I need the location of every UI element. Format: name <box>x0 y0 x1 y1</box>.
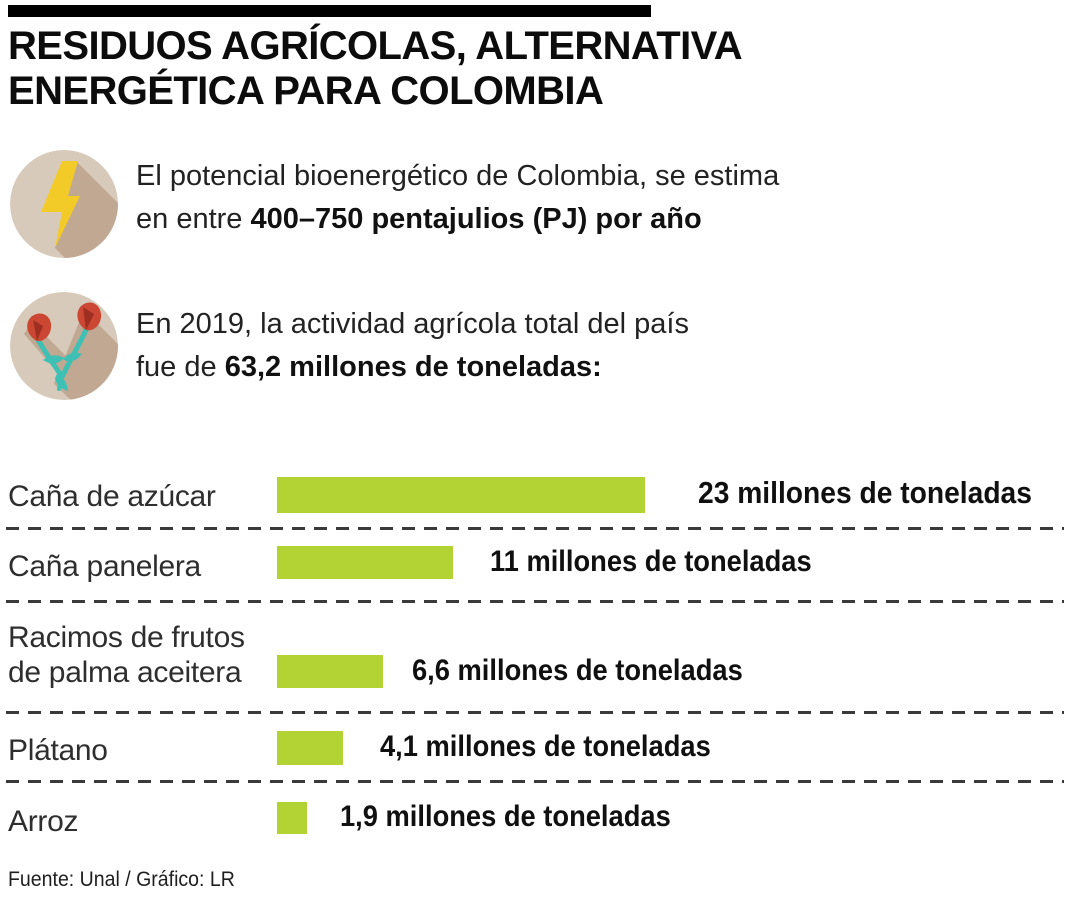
row-label-line: Caña panelera <box>8 550 201 583</box>
value-palma-aceitera: 6,6 millones de toneladas <box>412 654 743 687</box>
page-title-line2: ENERGÉTICA PARA COLOMBIA <box>8 69 604 113</box>
fact-agriculture-line2-regular: fue de <box>136 351 225 383</box>
row-label-arroz: Arroz <box>8 804 78 839</box>
row-label-cana-de-azucar: Caña de azúcar <box>8 479 216 514</box>
row-label-line: Arroz <box>8 805 79 838</box>
source-credit: Fuente: Unal / Gráfico: LR <box>8 868 235 891</box>
value-arroz: 1,9 millones de toneladas <box>340 800 671 833</box>
fact-bioenergy-line1: El potencial bioenergético de Colombia, … <box>136 160 780 192</box>
fact-agriculture-text: En 2019, la actividad agrícola total del… <box>136 303 689 389</box>
row-label-line: Racimos de frutos <box>8 621 245 654</box>
value-cana-de-azucar: 23 millones de toneladas <box>698 475 1032 510</box>
fact-bioenergy-line2-bold: 400–750 pentajulios (PJ) por año <box>250 203 702 235</box>
row-label-line: de palma aceitera <box>8 656 242 689</box>
fact-agriculture-line1: En 2019, la actividad agrícola total del… <box>136 308 689 340</box>
fact-agriculture-line2-bold: 63,2 millones de toneladas: <box>224 351 602 383</box>
bar-cana-panelera <box>277 546 453 579</box>
value-cana-panelera: 11 millones de toneladas <box>490 545 812 578</box>
row-label-platano: Plátano <box>8 733 108 768</box>
row-label-palma-aceitera: Racimos de frutos de palma aceitera <box>8 620 245 690</box>
row-label-cana-panelera: Caña panelera <box>8 549 201 584</box>
value-platano: 4,1 millones de toneladas <box>380 730 711 763</box>
bar-arroz <box>277 802 307 834</box>
dashed-separator <box>6 780 1064 783</box>
bar-cana-de-azucar <box>277 477 645 513</box>
fact-bioenergy-line2: en entre 400–750 pentajulios (PJ) por añ… <box>136 198 779 241</box>
dashed-separator <box>6 600 1064 603</box>
dashed-separator <box>6 527 1064 530</box>
dashed-separator <box>6 711 1064 714</box>
lightning-icon <box>10 150 118 258</box>
header-accent-bar <box>8 5 651 17</box>
fact-bioenergy-text: El potencial bioenergético de Colombia, … <box>136 155 779 241</box>
row-label-line: Plátano <box>8 734 108 767</box>
bar-platano <box>277 731 343 765</box>
row-label-line: Caña de azúcar <box>8 480 216 513</box>
fact-bioenergy-line2-regular: en entre <box>136 203 251 235</box>
page-title-line1: RESIDUOS AGRÍCOLAS, ALTERNATIVA <box>8 24 743 68</box>
page-title: RESIDUOS AGRÍCOLAS, ALTERNATIVA ENERGÉTI… <box>8 24 743 114</box>
bar-palma-aceitera <box>277 655 383 688</box>
fact-agriculture-line2: fue de 63,2 millones de toneladas: <box>136 346 689 389</box>
tulip-plant-icon <box>10 292 118 400</box>
